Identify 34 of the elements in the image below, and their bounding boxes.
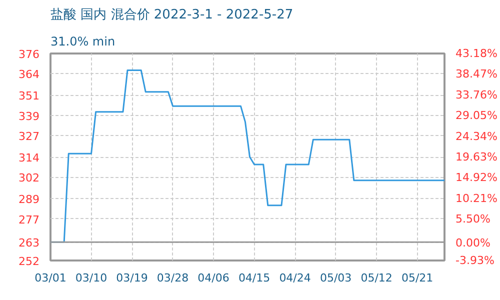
x-tick-label: 03/19 <box>116 272 148 284</box>
y2-tick-label: 5.50% <box>456 212 490 226</box>
x-tick-label: 05/12 <box>360 272 392 284</box>
y2-tick-label: 24.34% <box>456 130 498 143</box>
x-tick-label: 04/24 <box>279 272 311 284</box>
y-tick-label: 263 <box>18 236 40 250</box>
y2-tick-label: 29.05% <box>456 109 498 122</box>
y-tick-label: 302 <box>18 172 40 185</box>
y-tick-label: 277 <box>18 213 40 226</box>
y2-tick-label: 43.18% <box>456 47 498 60</box>
x-tick-label: 03/10 <box>75 272 108 284</box>
y2-tick-label: 19.63% <box>456 150 498 164</box>
y-tick-label: 339 <box>18 110 40 123</box>
y-tick-label: 351 <box>18 90 40 103</box>
y-tick-label: 364 <box>18 68 40 82</box>
x-tick-label: 03/28 <box>156 272 189 284</box>
x-tick-label: 05/03 <box>320 272 352 284</box>
y-tick-label: 327 <box>18 130 40 143</box>
chart-subtitle: 31.0% min <box>50 34 116 48</box>
y2-tick-label: 0.00% <box>456 236 490 250</box>
x-tick-label: 03/01 <box>34 272 66 284</box>
x-tick-label: 04/15 <box>238 272 270 284</box>
y2-tick-label: 33.76% <box>456 88 498 102</box>
y-tick-label: 289 <box>18 193 40 206</box>
x-tick-label: 04/06 <box>198 272 230 284</box>
y2-tick-label: 14.92% <box>456 171 498 184</box>
y-tick-label: 314 <box>18 152 40 164</box>
y2-tick-label: 10.21% <box>456 192 498 205</box>
y-tick-label: 252 <box>18 255 40 268</box>
y-tick-label: 376 <box>18 48 40 61</box>
y2-tick-label: -3.93% <box>456 254 494 267</box>
y2-tick-label: 38.47% <box>456 68 498 81</box>
chart-title: 盐酸 国内 混合价 2022-3-1 - 2022-5-27 <box>50 8 294 22</box>
x-tick-label: 05/21 <box>401 272 434 284</box>
